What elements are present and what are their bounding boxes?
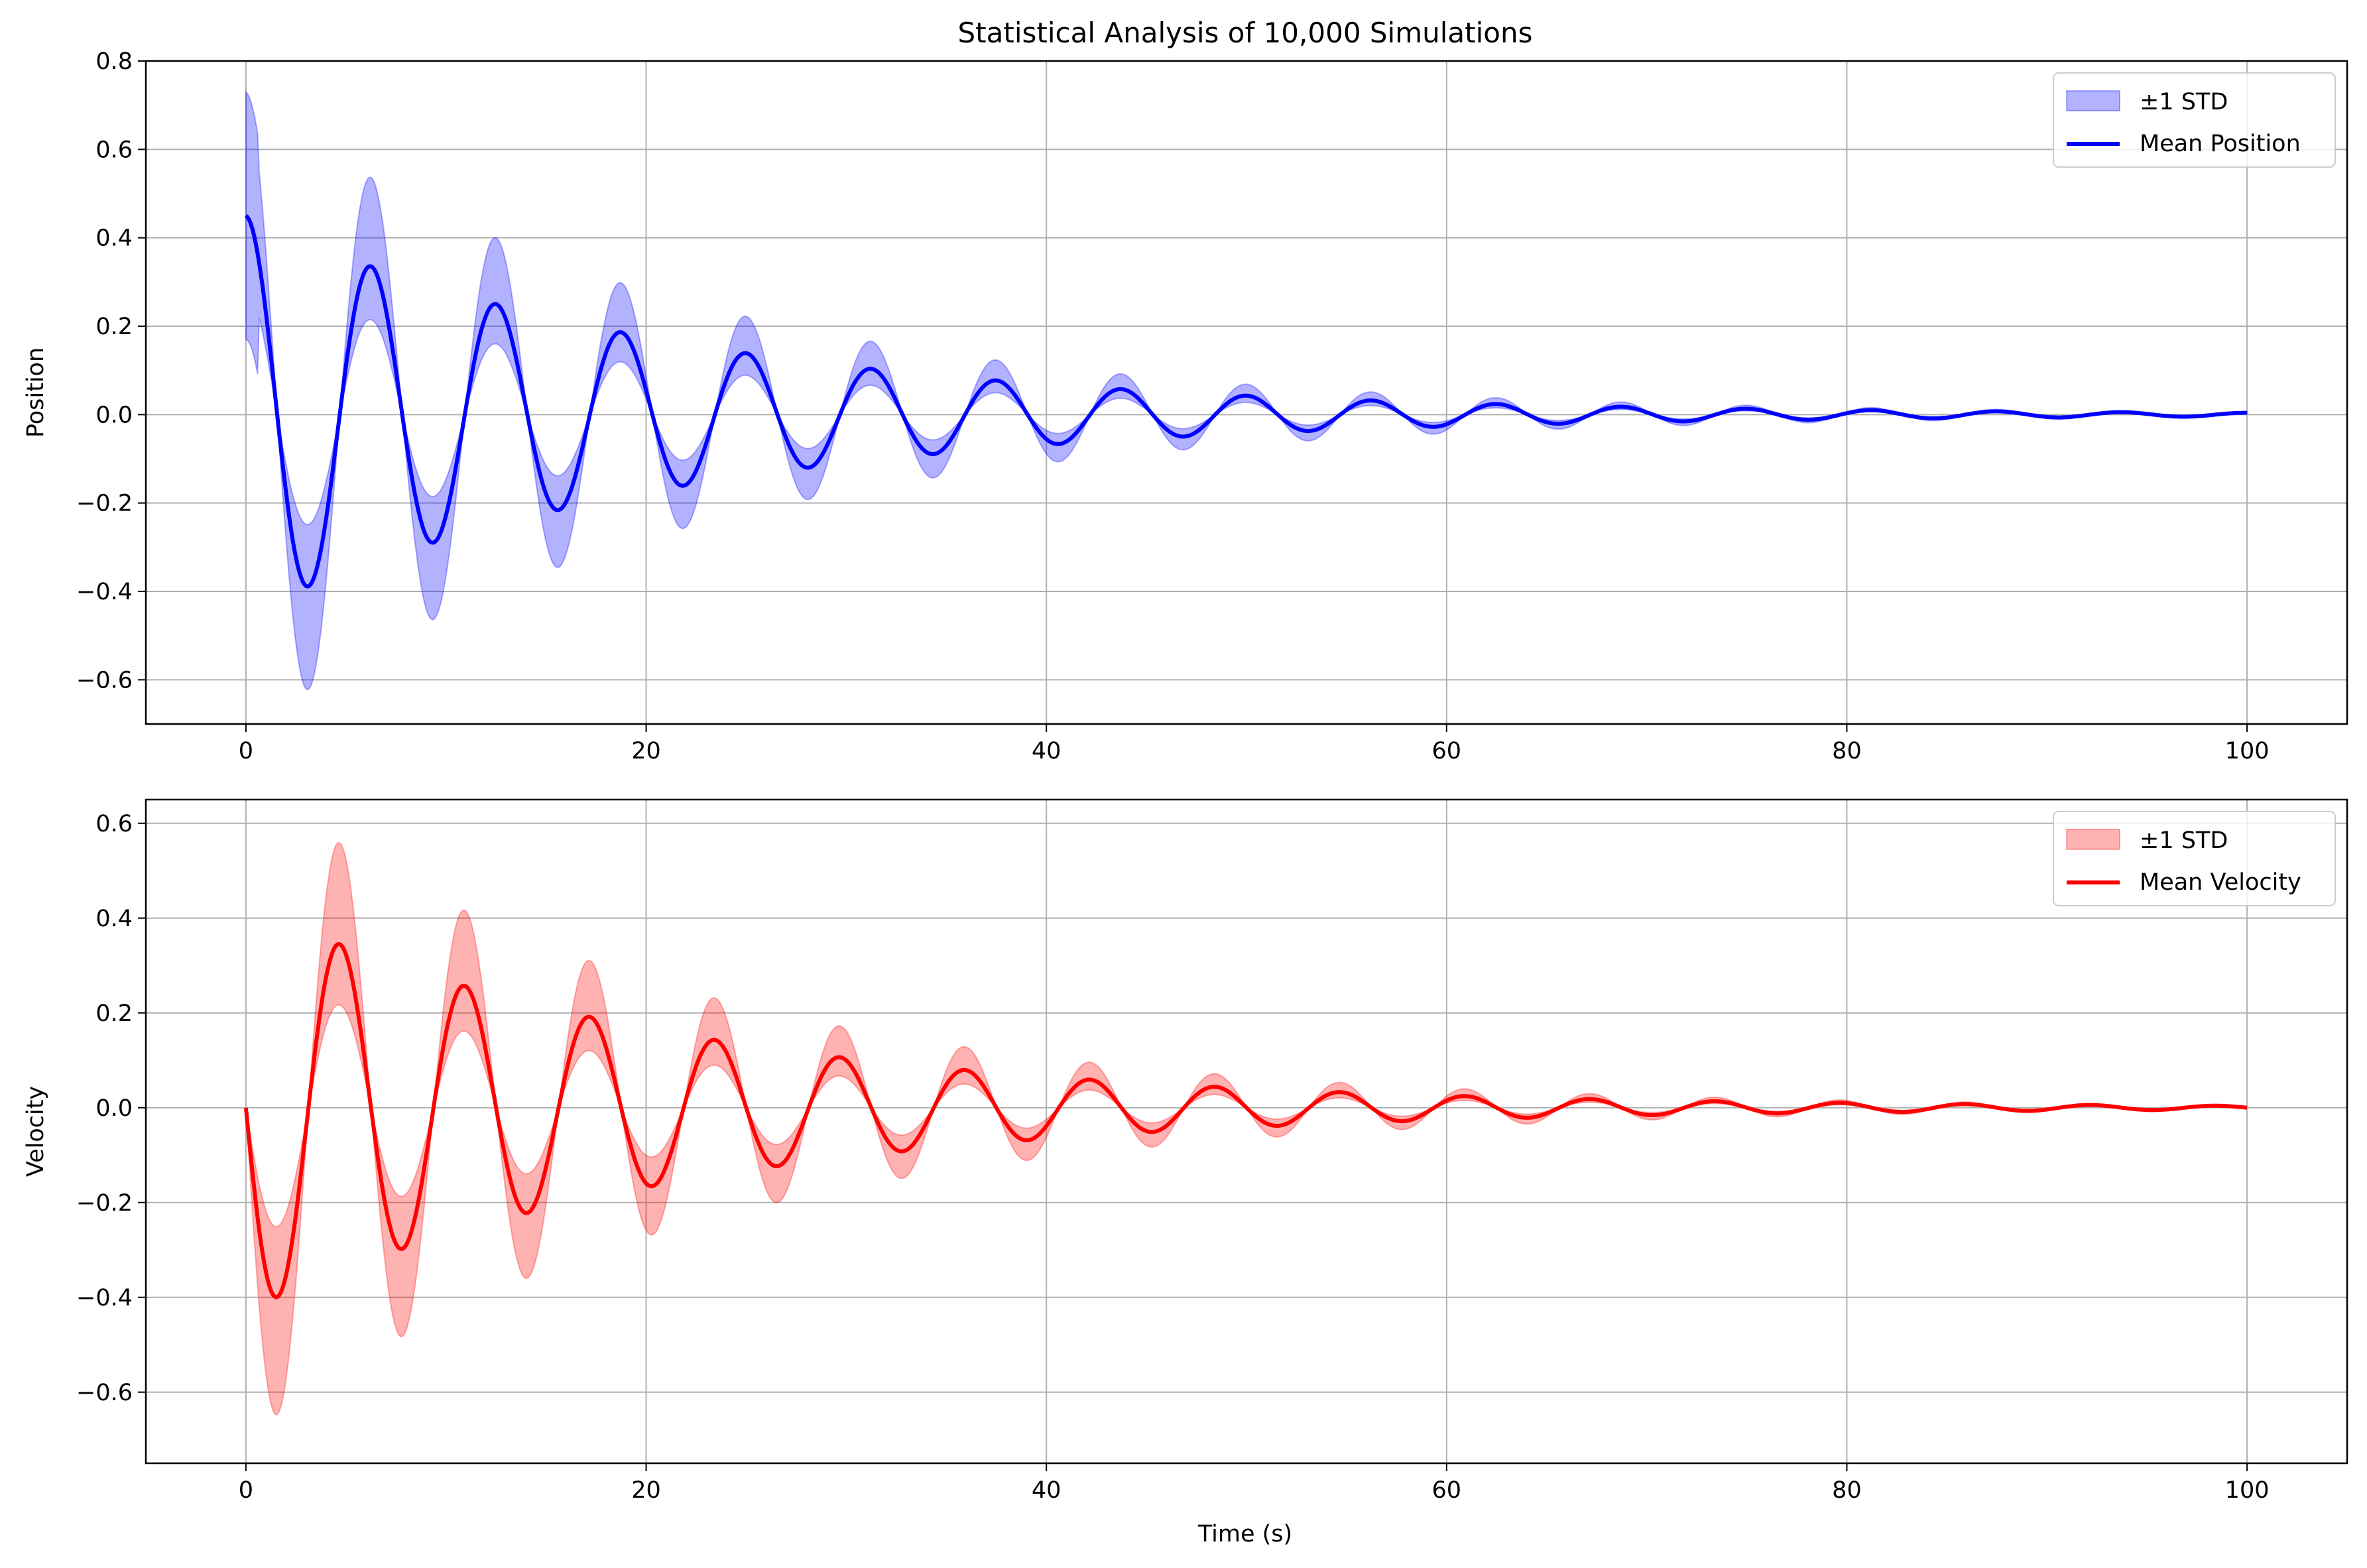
position-axes-frame: [145, 60, 2348, 725]
velocity-std-band: [245, 841, 2248, 1416]
velocity-legend: ±1 STD Mean Velocity: [2053, 811, 2336, 906]
legend-line-label: Mean Position: [2140, 131, 2301, 157]
x-tick-label: 100: [2225, 1477, 2270, 1504]
y-tick-label: 0.2: [95, 1000, 133, 1027]
mean-line: [244, 214, 2248, 589]
y-tick-label: 0.6: [95, 811, 133, 837]
y-tick-label: 0.4: [95, 225, 133, 252]
legend-box: [2053, 72, 2336, 168]
std-band-area: [245, 841, 2248, 1416]
y-tick-label: −0.4: [76, 579, 133, 605]
legend-box: [2053, 811, 2336, 906]
y-tick-label: 0.8: [95, 48, 133, 75]
y-tick-label: 0.0: [95, 1095, 133, 1122]
position-panel: 0 20 40 60 80 100−0.6−0.4−0.20.00.20.40.60.8 …: [23, 48, 2348, 764]
legend-band-label: ±1 STD: [2140, 827, 2228, 854]
position-y-axis-label: Position: [23, 347, 49, 438]
x-tick-label: 20: [631, 738, 661, 764]
legend-band-swatch: [2066, 90, 2120, 111]
mean-line: [243, 941, 2248, 1299]
x-tick-label: 80: [1832, 738, 1862, 764]
position-mean-line: [244, 214, 2248, 589]
velocity-axes-frame: [145, 798, 2348, 1465]
position-legend: ±1 STD Mean Position: [2053, 72, 2336, 168]
velocity-grid: [146, 800, 2347, 1463]
x-tick-label: 60: [1432, 738, 1462, 764]
y-tick-label: 0.6: [95, 137, 133, 163]
y-tick-label: 0.0: [95, 402, 133, 428]
velocity-y-axis-label: Velocity: [23, 1086, 49, 1177]
y-tick-label: 0.2: [95, 314, 133, 340]
x-tick-label: 0: [239, 738, 253, 764]
legend-band-label: ±1 STD: [2140, 89, 2228, 115]
figure-title: Statistical Analysis of 10,000 Simulatio…: [957, 17, 1532, 49]
y-tick-label: −0.6: [76, 1380, 133, 1406]
y-tick-label: 0.4: [95, 906, 133, 932]
y-tick-label: −0.2: [76, 491, 133, 517]
position-ticks: 0 20 40 60 80 100 −0.6 −0.4 −0.2 0.0 0.2 0.4 0.6 0.8: [76, 48, 2269, 764]
x-tick-label: 40: [1032, 1477, 1062, 1504]
x-tick-label: 20: [631, 1477, 661, 1504]
x-tick-label: 60: [1432, 1477, 1462, 1504]
y-tick-label: −0.4: [76, 1285, 133, 1311]
x-tick-label: 100: [2225, 738, 2270, 764]
y-tick-label: −0.2: [76, 1190, 133, 1217]
std-band-area: [245, 90, 2248, 691]
position-std-band: [245, 90, 2248, 691]
legend-band-swatch: [2066, 829, 2120, 850]
x-tick-label: 80: [1832, 1477, 1862, 1504]
x-tick-label: 40: [1032, 738, 1062, 764]
x-tick-label: 0: [239, 1477, 253, 1504]
velocity-mean-line: [243, 941, 2248, 1299]
y-tick-label: −0.6: [76, 667, 133, 694]
velocity-panel: 0 20 40 60 80 100 −0.6 −0.4 −0.2 0.0 0.2 0.4 0.6 Vel…: [23, 798, 2348, 1504]
legend-line-label: Mean Velocity: [2140, 869, 2301, 896]
velocity-ticks: 0 20 40 60 80 100 −0.6 −0.4 −0.2 0.0 0.2 0.4 0.6: [76, 811, 2269, 1504]
x-axis-label: Time (s): [1197, 1521, 1292, 1547]
